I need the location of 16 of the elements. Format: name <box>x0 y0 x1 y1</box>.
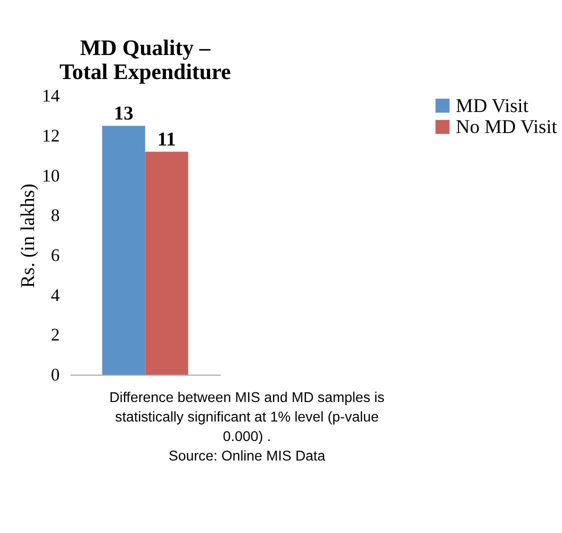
y-tick-label: 12 <box>42 126 60 146</box>
text: Difference between MIS and MD samples is statistically significant at 1% level (p-value 0.000) . <box>109 390 384 446</box>
y-axis-title: Rs. (in lakhs) <box>18 184 40 288</box>
y-tick-label: 4 <box>50 284 60 305</box>
y-tick-label: 6 <box>50 245 60 266</box>
legend-label: No MD Visit <box>456 117 558 138</box>
data-label: 11 <box>157 130 176 151</box>
chart-title: MD Quality – Total Expenditure <box>59 35 232 84</box>
data-label: 13 <box>114 104 134 125</box>
y-tick-label: 10 <box>42 165 60 186</box>
y-tick-label: 8 <box>50 205 60 226</box>
legend-label: MD Visit <box>456 96 529 117</box>
y-tick-label: 2 <box>50 324 60 345</box>
y-tick-label: 0 <box>50 364 60 384</box>
y-tick-label: 14 <box>42 86 60 106</box>
source-note: Source: Online MIS Data <box>168 448 326 465</box>
